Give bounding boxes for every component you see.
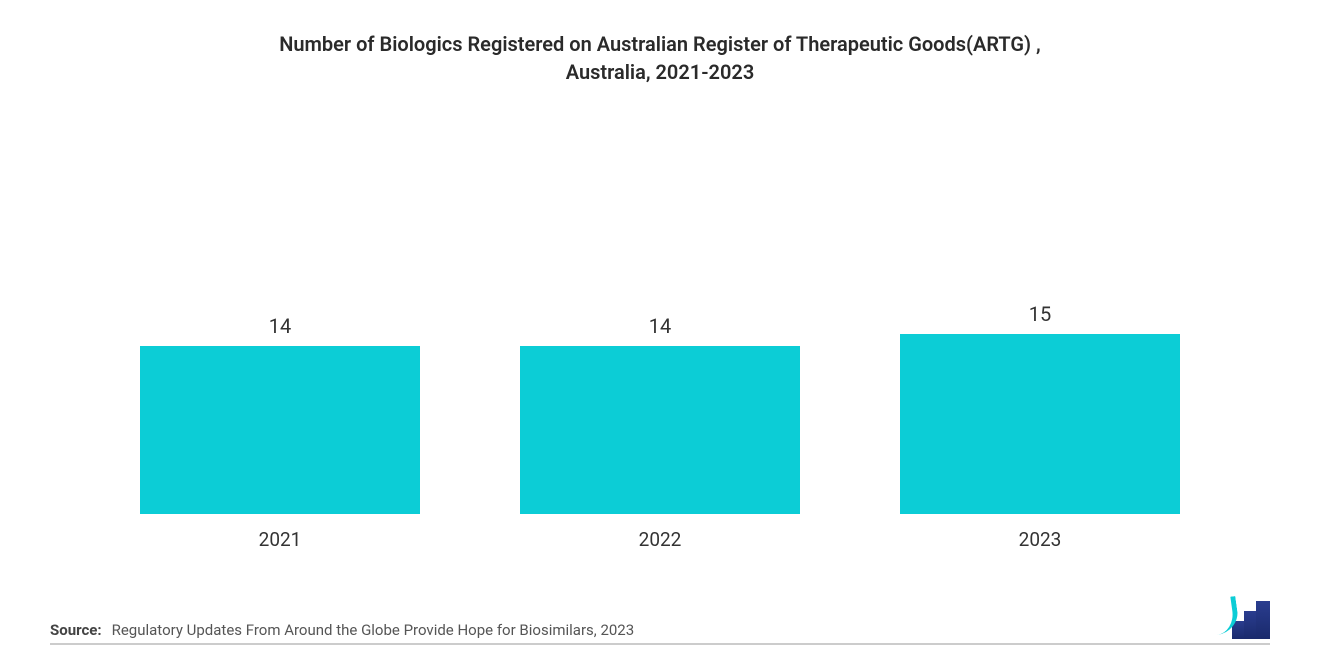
bar-value-0: 14 xyxy=(269,314,291,338)
x-label-2: 2023 xyxy=(900,528,1180,551)
footer: Source: Regulatory Updates From Around t… xyxy=(50,601,1270,645)
bars-row: 14 14 15 xyxy=(90,166,1230,514)
chart-title-line1: Number of Biologics Registered on Austra… xyxy=(279,32,1041,56)
bar-group-2: 15 xyxy=(900,166,1180,514)
bar-1 xyxy=(520,346,800,514)
source-line: Source: Regulatory Updates From Around t… xyxy=(50,621,634,639)
bar-group-1: 14 xyxy=(520,166,800,514)
source-text: Regulatory Updates From Around the Globe… xyxy=(112,621,635,639)
x-label-1: 2022 xyxy=(520,528,800,551)
x-axis: 2021 2022 2023 xyxy=(50,514,1270,551)
logo-bar-icon xyxy=(1256,601,1270,639)
brand-logo xyxy=(1232,601,1270,639)
chart-title: Number of Biologics Registered on Austra… xyxy=(279,30,1041,86)
source-label: Source: xyxy=(50,621,102,639)
bar-group-0: 14 xyxy=(140,166,420,514)
x-label-0: 2021 xyxy=(140,528,420,551)
plot-area: 14 14 15 xyxy=(50,106,1270,514)
chart-title-line2: Australia, 2021-2023 xyxy=(566,60,755,84)
bar-0 xyxy=(140,346,420,514)
bar-value-1: 14 xyxy=(649,314,671,338)
chart-container: Number of Biologics Registered on Austra… xyxy=(0,0,1320,665)
bar-2 xyxy=(900,334,1180,514)
bar-value-2: 15 xyxy=(1029,302,1051,326)
